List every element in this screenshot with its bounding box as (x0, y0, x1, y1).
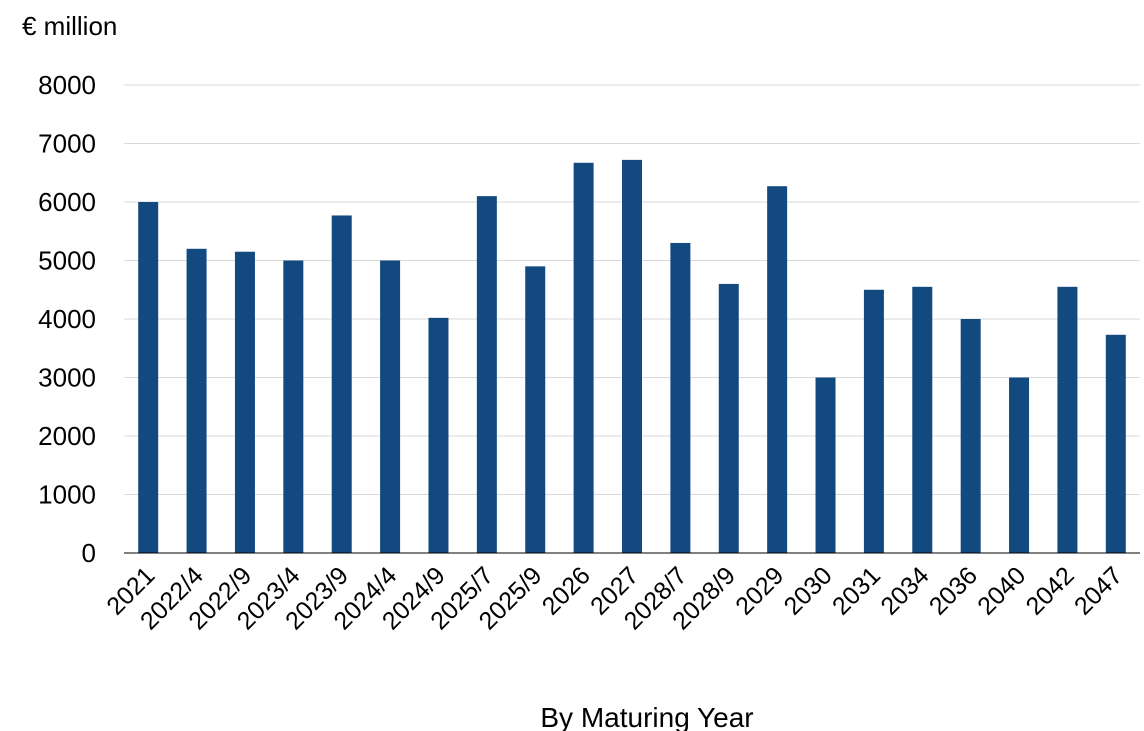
bar (1105, 334, 1126, 553)
bar (622, 159, 642, 553)
y-tick-label: 1000 (38, 480, 96, 510)
bar (138, 202, 159, 553)
x-axis-label: By Maturing Year (540, 702, 753, 731)
bar (863, 289, 884, 553)
bar (476, 196, 497, 553)
y-tick-label: 6000 (38, 187, 96, 217)
y-tick-label: 5000 (38, 246, 96, 276)
x-tick-label: 2042 (1021, 561, 1080, 620)
y-tick-labels: 0 1000 2000 3000 4000 5000 6000 7000 8000 (38, 70, 96, 568)
x-tick-label: 2031 (827, 561, 886, 620)
x-tick-label: 2026 (537, 561, 596, 620)
x-tick-label: 2047 (1069, 561, 1128, 620)
x-tick-label: 2030 (779, 561, 838, 620)
y-tick-label: 7000 (38, 129, 96, 159)
bar (1057, 286, 1078, 553)
bar (234, 251, 255, 553)
bar (380, 260, 401, 553)
x-tick-label: 2036 (924, 561, 983, 620)
x-tick-labels: 20212022/42022/92023/42023/92024/42024/9… (101, 561, 1128, 635)
y-tick-label: 0 (82, 538, 96, 568)
bar (960, 319, 981, 553)
bar (815, 377, 836, 553)
bar (186, 248, 207, 554)
y-tick-label: 3000 (38, 363, 96, 393)
bar (525, 266, 546, 553)
x-tick-label: 2040 (972, 561, 1031, 620)
bar (718, 283, 739, 553)
bar (767, 186, 788, 553)
y-tick-label: 2000 (38, 421, 96, 451)
y-tick-label: 8000 (38, 70, 96, 100)
bar (670, 242, 691, 553)
y-axis-label: € million (22, 11, 117, 41)
x-tick-label: 2034 (875, 561, 934, 620)
bar (573, 162, 594, 553)
x-tick-label: 2029 (730, 561, 789, 620)
bar (331, 215, 352, 553)
bars (138, 159, 1126, 554)
bar (428, 317, 449, 553)
y-tick-label: 4000 (38, 304, 96, 334)
bar (912, 286, 933, 553)
bar (1009, 377, 1030, 553)
bar (283, 260, 304, 553)
